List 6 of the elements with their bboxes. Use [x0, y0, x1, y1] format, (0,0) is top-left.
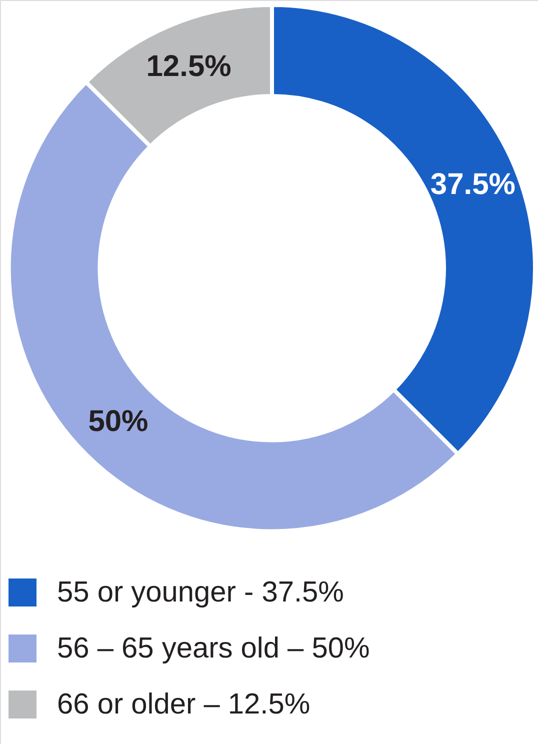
legend-label: 56 – 65 years old – 50% — [57, 632, 370, 664]
legend-label: 66 or older – 12.5% — [57, 688, 310, 720]
legend-label: 55 or younger - 37.5% — [57, 576, 344, 608]
data-label: 50% — [88, 404, 148, 438]
data-label: 37.5% — [430, 168, 516, 201]
data-label: 12.5% — [146, 50, 232, 84]
